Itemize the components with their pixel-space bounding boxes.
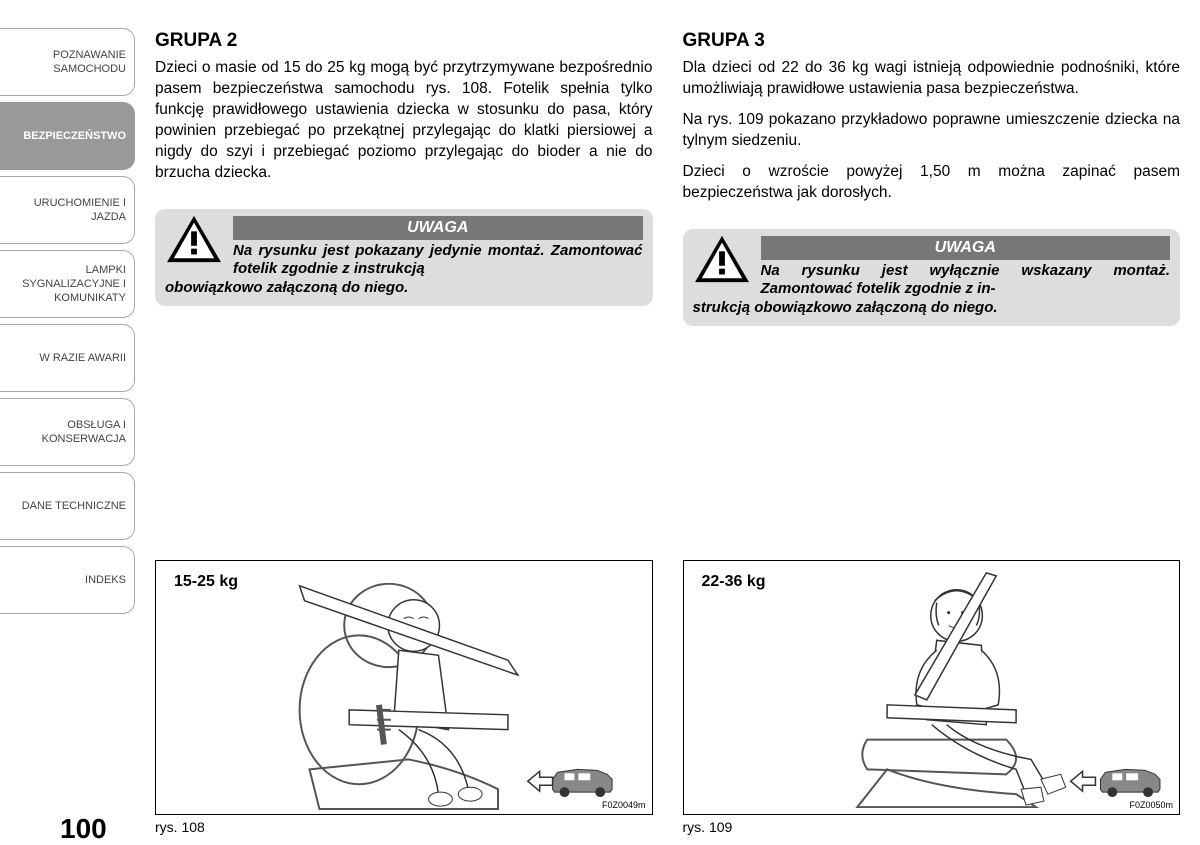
page-number: 100 — [0, 803, 135, 845]
grupa3-para2: Na rys. 109 pokazano przykładowo poprawn… — [683, 110, 1181, 152]
tab-indeks[interactable]: INDEKS — [0, 546, 135, 614]
heading-grupa-3: GRUPA 3 — [683, 30, 1181, 52]
child-seat-illustration-108 — [156, 561, 652, 814]
page-content: GRUPA 2 Dzieci o masie od 15 do 25 kg mo… — [135, 0, 1200, 845]
tab-poznawanie[interactable]: POZNAWANIE SAMOCHODU — [0, 28, 135, 96]
fig-109-caption: rys. 109 — [683, 819, 1181, 835]
tab-obsluga[interactable]: OBSŁUGA I KONSERWACJA — [0, 398, 135, 466]
column-grupa-3: GRUPA 3 Dla dzieci od 22 do 36 kg wagi i… — [683, 30, 1181, 835]
warning-title-left: UWAGA — [233, 216, 643, 240]
section-tabs: POZNAWANIE SAMOCHODU BEZPIECZEŃSTWO URUC… — [0, 0, 135, 845]
warning-text-right-a: Na rysunku jest wyłącznie wskazany monta… — [693, 262, 1171, 300]
warning-box-left: UWAGA Na rysunku jest pokazany jedynie m… — [155, 209, 653, 306]
figure-109: 22-36 kg — [683, 560, 1181, 815]
tab-uruchomienie[interactable]: URUCHOMIENIE I JAZDA — [0, 176, 135, 244]
heading-grupa-2: GRUPA 2 — [155, 30, 653, 52]
figure-108: 15-25 kg — [155, 560, 653, 815]
tab-bezpieczenstwo[interactable]: BEZPIECZEŃSTWO — [0, 102, 135, 170]
fig-108-weight: 15-25 kg — [174, 573, 238, 591]
fig-109-weight: 22-36 kg — [702, 573, 766, 591]
fig-108-caption: rys. 108 — [155, 819, 653, 835]
grupa3-para3: Dzieci o wzroście powyżej 1,50 m można z… — [683, 162, 1181, 204]
warning-title-right: UWAGA — [761, 236, 1171, 260]
child-seat-illustration-109 — [684, 561, 1180, 814]
warning-text-left-b: obowiązkowo załączoną do niego. — [165, 279, 643, 298]
tab-dane[interactable]: DANE TECHNICZNE — [0, 472, 135, 540]
warning-text-left-a: Na rysunku jest pokazany jedynie montaż.… — [165, 242, 643, 280]
grupa3-para1: Dla dzieci od 22 do 36 kg wagi istnieją … — [683, 58, 1181, 100]
fig-109-code: F0Z0050m — [1129, 800, 1173, 810]
tab-awaria[interactable]: W RAZIE AWARII — [0, 324, 135, 392]
tab-lampki[interactable]: LAMPKI SYGNALIZACYJNE I KOMUNIKATY — [0, 250, 135, 318]
column-grupa-2: GRUPA 2 Dzieci o masie od 15 do 25 kg mo… — [155, 30, 653, 835]
warning-text-right-b: strukcją obowiązkowo załączoną do niego. — [693, 299, 1171, 318]
warning-box-right: UWAGA Na rysunku jest wyłącznie wskazany… — [683, 229, 1181, 326]
manual-page: POZNAWANIE SAMOCHODU BEZPIECZEŃSTWO URUC… — [0, 0, 1200, 845]
grupa2-paragraph: Dzieci o masie od 15 do 25 kg mogą być p… — [155, 58, 653, 184]
fig-108-code: F0Z0049m — [602, 800, 646, 810]
